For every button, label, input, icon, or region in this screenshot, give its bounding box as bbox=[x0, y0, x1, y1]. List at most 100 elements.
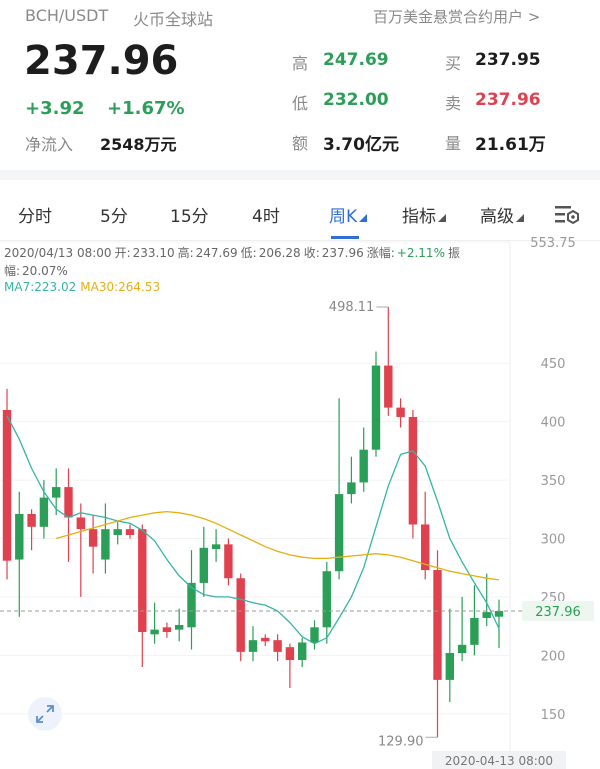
ma-line bbox=[56, 510, 500, 581]
stat-value: 3.70亿元 bbox=[323, 135, 399, 155]
candle-body bbox=[396, 407, 405, 417]
ma-line bbox=[6, 415, 500, 645]
net-inflow: 2548万元 bbox=[100, 135, 177, 154]
candle-body bbox=[298, 642, 307, 661]
price-tag bbox=[522, 600, 594, 621]
y-tick-label: 450 bbox=[541, 357, 566, 372]
change: +3.92 bbox=[25, 98, 85, 119]
info-label: 高: bbox=[177, 246, 194, 260]
candle-body bbox=[261, 637, 270, 642]
candle-body bbox=[76, 517, 85, 530]
candle-body bbox=[27, 513, 36, 527]
date-box bbox=[432, 751, 566, 769]
stat-value: 232.00 bbox=[323, 90, 389, 110]
candle-body bbox=[52, 487, 61, 498]
candle-body bbox=[64, 487, 73, 518]
expand-button[interactable] bbox=[27, 696, 63, 732]
candle-body bbox=[88, 529, 98, 547]
candle-body bbox=[334, 494, 344, 572]
candle-body bbox=[310, 627, 319, 643]
candle-body bbox=[15, 513, 24, 560]
info-value: 206.28 bbox=[258, 246, 301, 260]
candle-body bbox=[150, 629, 159, 635]
stat-value: 237.96 bbox=[475, 90, 541, 110]
tab[interactable]: 15分 bbox=[170, 207, 209, 227]
candle-body bbox=[347, 482, 356, 495]
candle-body bbox=[113, 529, 122, 535]
info-value: 20.07% bbox=[22, 264, 68, 278]
candle-body bbox=[39, 497, 49, 527]
stat-label: 低 bbox=[292, 94, 309, 113]
candle-body bbox=[384, 365, 393, 408]
info-label: 开: bbox=[114, 246, 131, 260]
stat-label: 量 bbox=[445, 134, 462, 153]
candle-body bbox=[322, 571, 331, 628]
price-tag-label: 237.96 bbox=[535, 605, 581, 620]
tab[interactable]: 分时 bbox=[18, 207, 52, 227]
y-tick-label: 400 bbox=[541, 416, 566, 431]
info-label: 振幅: bbox=[4, 246, 460, 278]
candle-body bbox=[101, 529, 110, 560]
net-inflow-label: 净流入 bbox=[25, 135, 74, 154]
ma-legend: MA7:223.02 MA30:264.53 bbox=[4, 280, 164, 294]
y-tick-label: 350 bbox=[541, 474, 566, 489]
candle-body bbox=[2, 409, 12, 561]
candle-body bbox=[482, 612, 491, 618]
stat-value: 237.95 bbox=[475, 50, 541, 70]
info-value: 237.96 bbox=[321, 246, 364, 260]
info-label: 收: bbox=[303, 246, 320, 260]
candle-body bbox=[457, 644, 467, 654]
ma-name: MA7: bbox=[4, 280, 35, 294]
stat-label: 高 bbox=[292, 54, 309, 73]
tab[interactable]: 5分 bbox=[100, 207, 128, 227]
exchange[interactable]: 火币全球站 bbox=[133, 10, 214, 29]
promo-link[interactable]: 百万美金悬赏合约用户 > bbox=[373, 8, 541, 26]
candle-body bbox=[359, 449, 368, 483]
candle-body bbox=[224, 544, 233, 579]
info-value: 247.69 bbox=[195, 246, 238, 260]
separator bbox=[0, 170, 600, 180]
y-tick-label: 553.75 bbox=[530, 236, 576, 251]
ma-value: 264.53 bbox=[118, 280, 161, 294]
candle-body bbox=[494, 610, 504, 617]
min-label: 129.90 bbox=[378, 734, 424, 749]
tab[interactable]: 指标 bbox=[402, 202, 446, 227]
settings-icon[interactable] bbox=[553, 203, 581, 227]
candle-body bbox=[371, 365, 381, 450]
info-label: 低: bbox=[240, 246, 257, 260]
dropdown-arrow bbox=[359, 214, 368, 222]
y-tick-label: 150 bbox=[541, 708, 566, 723]
stat-label: 额 bbox=[292, 134, 309, 153]
tab[interactable]: 4时 bbox=[252, 207, 280, 227]
dropdown-arrow bbox=[438, 214, 446, 222]
ma-name: MA30: bbox=[80, 280, 119, 294]
tab[interactable]: 周K bbox=[329, 202, 368, 227]
stat-label: 买 bbox=[445, 54, 462, 73]
tab-divider bbox=[0, 240, 600, 241]
change-pct: +1.67% bbox=[107, 98, 185, 119]
stat-value: 21.61万 bbox=[475, 135, 546, 155]
candle-body bbox=[408, 416, 418, 525]
candle-body bbox=[199, 547, 208, 583]
candle-body bbox=[285, 647, 295, 661]
max-label: 498.11 bbox=[329, 300, 375, 315]
candle-body bbox=[421, 524, 430, 571]
candle-body bbox=[248, 640, 258, 652]
candle-body bbox=[138, 529, 147, 632]
info-value: 233.10 bbox=[132, 246, 175, 260]
info-value: +2.11% bbox=[396, 246, 445, 260]
dropdown-arrow bbox=[516, 214, 524, 222]
stat-value: 247.69 bbox=[323, 50, 389, 70]
info-label: 涨幅: bbox=[366, 246, 395, 260]
date-label: 2020-04-13 08:00 bbox=[445, 754, 553, 768]
candle-body bbox=[433, 570, 442, 680]
y-tick-label: 300 bbox=[541, 533, 566, 548]
candle-body bbox=[125, 529, 135, 535]
candle-body bbox=[162, 627, 172, 632]
stat-label: 卖 bbox=[445, 94, 462, 113]
candle-body bbox=[211, 544, 221, 550]
tab[interactable]: 高级 bbox=[480, 202, 524, 227]
ma-value: 223.02 bbox=[34, 280, 77, 294]
